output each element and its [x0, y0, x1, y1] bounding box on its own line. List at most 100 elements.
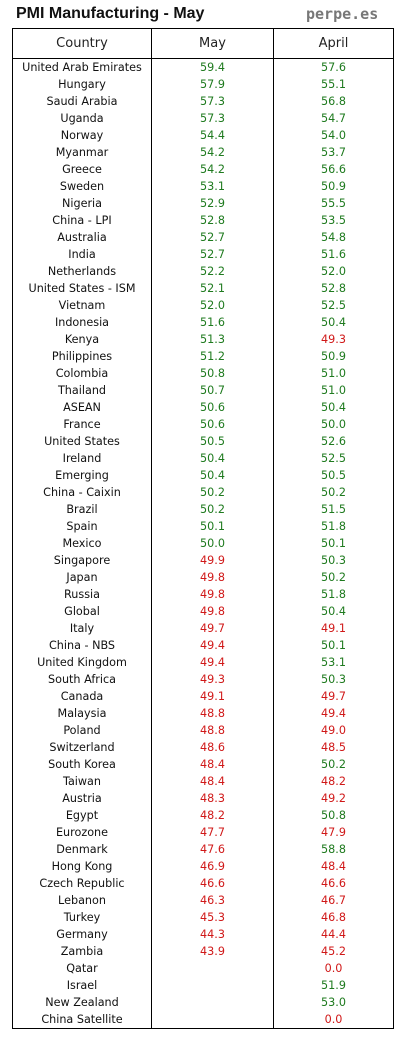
country-cell: Austria — [12, 790, 152, 807]
country-cell: Switzerland — [12, 739, 152, 756]
table-row: Indonesia 51.6 50.4 — [12, 314, 394, 331]
april-value-cell: 51.8 — [273, 518, 394, 535]
april-value-cell: 52.6 — [273, 433, 394, 450]
country-cell: Eurozone — [12, 824, 152, 841]
country-cell: Colombia — [12, 365, 152, 382]
april-value-cell: 46.6 — [273, 875, 394, 892]
table-row: Netherlands 52.2 52.0 — [12, 263, 394, 280]
may-value-cell: 51.2 — [151, 348, 274, 365]
table-row: Greece 54.2 56.6 — [12, 161, 394, 178]
april-value-cell: 50.0 — [273, 416, 394, 433]
april-value-cell: 50.2 — [273, 484, 394, 501]
april-value-cell: 52.5 — [273, 450, 394, 467]
table-row: Myanmar 54.2 53.7 — [12, 144, 394, 161]
country-cell: Spain — [12, 518, 152, 535]
april-value-cell: 45.2 — [273, 943, 394, 960]
country-cell: Lebanon — [12, 892, 152, 909]
brand-watermark: perpe.es — [306, 5, 379, 23]
may-value-cell: 52.1 — [151, 280, 274, 297]
table-row: Nigeria 52.9 55.5 — [12, 195, 394, 212]
may-value-cell: 51.6 — [151, 314, 274, 331]
may-value-cell: 48.3 — [151, 790, 274, 807]
table-row: Saudi Arabia 57.3 56.8 — [12, 93, 394, 110]
april-value-cell: 48.2 — [273, 773, 394, 790]
table-row: South Africa 49.3 50.3 — [12, 671, 394, 688]
may-value-cell: 52.9 — [151, 195, 274, 212]
april-value-cell: 50.4 — [273, 603, 394, 620]
country-cell: Malaysia — [12, 705, 152, 722]
may-value-cell: 50.1 — [151, 518, 274, 535]
table-row: Global 49.8 50.4 — [12, 603, 394, 620]
country-cell: Norway — [12, 127, 152, 144]
country-cell: Kenya — [12, 331, 152, 348]
april-value-cell: 53.1 — [273, 654, 394, 671]
april-value-cell: 53.7 — [273, 144, 394, 161]
country-cell: Qatar — [12, 960, 152, 977]
may-value-cell: 46.3 — [151, 892, 274, 909]
may-value-cell — [151, 960, 274, 977]
may-value-cell: 54.2 — [151, 144, 274, 161]
april-value-cell: 49.3 — [273, 331, 394, 348]
country-cell: China - Caixin — [12, 484, 152, 501]
may-value-cell: 52.7 — [151, 246, 274, 263]
may-value-cell: 57.3 — [151, 93, 274, 110]
country-cell: United States — [12, 433, 152, 450]
may-value-cell: 48.6 — [151, 739, 274, 756]
april-value-cell: 50.5 — [273, 467, 394, 484]
page-title: PMI Manufacturing - May — [16, 5, 205, 22]
may-value-cell: 54.4 — [151, 127, 274, 144]
table-row: Emerging 50.4 50.5 — [12, 467, 394, 484]
april-value-cell: 0.0 — [273, 1011, 394, 1029]
country-cell: United States - ISM — [12, 280, 152, 297]
may-value-cell: 49.4 — [151, 654, 274, 671]
country-cell: Hong Kong — [12, 858, 152, 875]
country-cell: Saudi Arabia — [12, 93, 152, 110]
table-row: Turkey 45.3 46.8 — [12, 909, 394, 926]
table-row: Czech Republic 46.6 46.6 — [12, 875, 394, 892]
table-row: Brazil 50.2 51.5 — [12, 501, 394, 518]
april-value-cell: 50.9 — [273, 348, 394, 365]
country-cell: Netherlands — [12, 263, 152, 280]
may-value-cell: 50.7 — [151, 382, 274, 399]
country-cell: Indonesia — [12, 314, 152, 331]
april-value-cell: 50.1 — [273, 535, 394, 552]
country-cell: Czech Republic — [12, 875, 152, 892]
table-row: Singapore 49.9 50.3 — [12, 552, 394, 569]
table-row: Mexico 50.0 50.1 — [12, 535, 394, 552]
country-cell: China - NBS — [12, 637, 152, 654]
table-row: Norway 54.4 54.0 — [12, 127, 394, 144]
may-value-cell: 49.9 — [151, 552, 274, 569]
april-value-cell: 49.1 — [273, 620, 394, 637]
column-header-may: May — [151, 28, 274, 59]
pmi-table: Country May April United Arab Emirates 59… — [12, 28, 394, 1029]
table-row: China - NBS 49.4 50.1 — [12, 637, 394, 654]
may-value-cell: 46.9 — [151, 858, 274, 875]
country-cell: Denmark — [12, 841, 152, 858]
april-value-cell: 50.2 — [273, 569, 394, 586]
may-value-cell: 50.6 — [151, 416, 274, 433]
may-value-cell: 50.0 — [151, 535, 274, 552]
april-value-cell: 49.2 — [273, 790, 394, 807]
may-value-cell: 50.4 — [151, 450, 274, 467]
april-value-cell: 55.1 — [273, 76, 394, 93]
table-row: Eurozone 47.7 47.9 — [12, 824, 394, 841]
country-cell: South Korea — [12, 756, 152, 773]
table-row: Egypt 48.2 50.8 — [12, 807, 394, 824]
april-value-cell: 50.3 — [273, 671, 394, 688]
may-value-cell: 49.8 — [151, 586, 274, 603]
table-row: Taiwan 48.4 48.2 — [12, 773, 394, 790]
may-value-cell: 50.2 — [151, 484, 274, 501]
table-row: Hungary 57.9 55.1 — [12, 76, 394, 93]
table-row: Germany 44.3 44.4 — [12, 926, 394, 943]
april-value-cell: 47.9 — [273, 824, 394, 841]
may-value-cell: 49.8 — [151, 569, 274, 586]
april-value-cell: 51.6 — [273, 246, 394, 263]
may-value-cell: 49.1 — [151, 688, 274, 705]
april-value-cell: 44.4 — [273, 926, 394, 943]
table-row: Austria 48.3 49.2 — [12, 790, 394, 807]
april-value-cell: 58.8 — [273, 841, 394, 858]
country-cell: France — [12, 416, 152, 433]
country-cell: Nigeria — [12, 195, 152, 212]
may-value-cell: 50.4 — [151, 467, 274, 484]
may-value-cell: 43.9 — [151, 943, 274, 960]
